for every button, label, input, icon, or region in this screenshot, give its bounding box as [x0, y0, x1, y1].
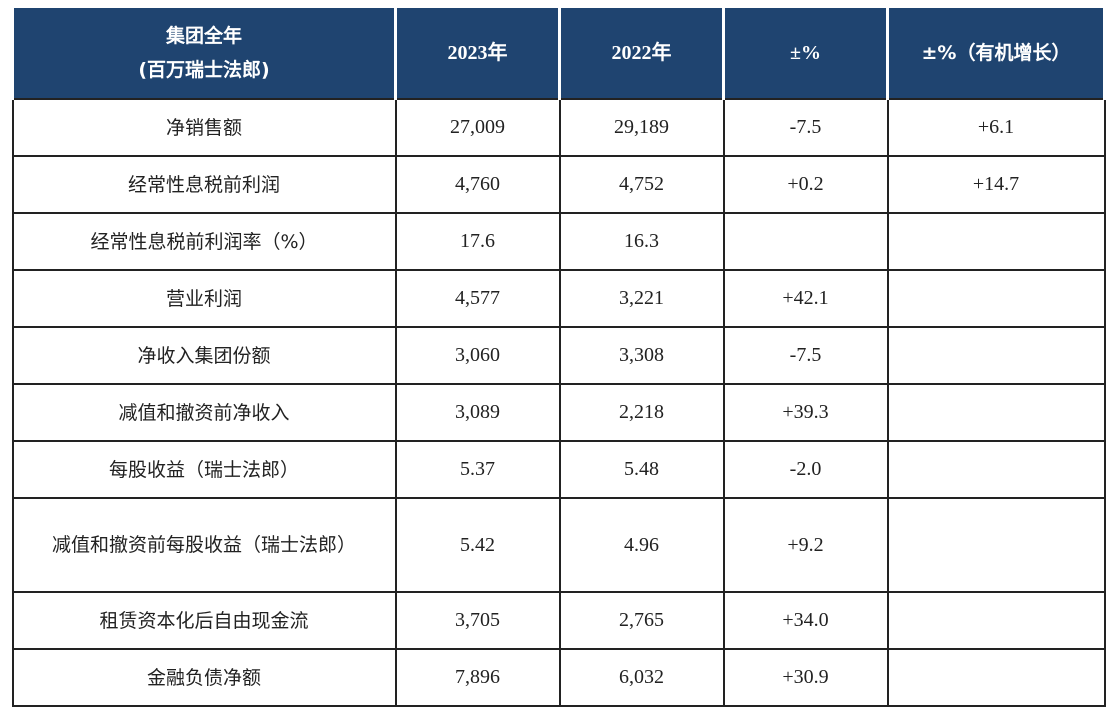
value-2022: 3,308 — [558, 326, 725, 385]
value-organic-change — [886, 326, 1106, 385]
value-change: +39.3 — [722, 383, 889, 442]
table-row: 净收入集团份额 3,060 3,308 -7.5 — [11, 326, 1106, 385]
table-row: 租赁资本化后自由现金流 3,705 2,765 +34.0 — [11, 591, 1106, 650]
table-row: 金融负债净额 7,896 6,032 +30.9 — [11, 648, 1106, 707]
table-header-row: 集团全年 (百万瑞士法郎) 2023年 2022年 ±% ±%（有机增长） — [11, 8, 1106, 99]
header-organic-change: ±%（有机增长） — [886, 8, 1106, 99]
row-label: 经常性息税前利润 — [11, 155, 397, 214]
table-row: 减值和撤资前每股收益（瑞士法郎） 5.42 4.96 +9.2 — [11, 497, 1106, 593]
financial-summary-table: 集团全年 (百万瑞士法郎) 2023年 2022年 ±% ±%（有机增长） 净销售… — [11, 8, 1106, 707]
value-change: +42.1 — [722, 269, 889, 328]
table-row: 经常性息税前利润率（%） 17.6 16.3 — [11, 212, 1106, 271]
row-label: 营业利润 — [11, 269, 397, 328]
table-row: 每股收益（瑞士法郎） 5.37 5.48 -2.0 — [11, 440, 1106, 499]
value-change — [722, 212, 889, 271]
value-organic-change — [886, 212, 1106, 271]
row-label: 净销售额 — [11, 98, 397, 157]
value-change: +0.2 — [722, 155, 889, 214]
value-change: +9.2 — [722, 497, 889, 593]
value-organic-change — [886, 440, 1106, 499]
value-organic-change — [886, 648, 1106, 707]
value-2022: 2,765 — [558, 591, 725, 650]
header-change: ±% — [722, 8, 889, 99]
row-label: 净收入集团份额 — [11, 326, 397, 385]
value-2023: 4,577 — [394, 269, 561, 328]
value-2023: 3,705 — [394, 591, 561, 650]
value-change: -7.5 — [722, 326, 889, 385]
value-2023: 27,009 — [394, 98, 561, 157]
value-change: +34.0 — [722, 591, 889, 650]
value-2023: 7,896 — [394, 648, 561, 707]
row-label: 每股收益（瑞士法郎） — [11, 440, 397, 499]
row-label: 减值和撤资前每股收益（瑞士法郎） — [11, 497, 397, 593]
value-2023: 5.37 — [394, 440, 561, 499]
value-2023: 3,089 — [394, 383, 561, 442]
header-2023: 2023年 — [394, 8, 561, 99]
value-2022: 4.96 — [558, 497, 725, 593]
value-2023: 4,760 — [394, 155, 561, 214]
header-line1: 集团全年 — [165, 25, 242, 47]
value-2022: 16.3 — [558, 212, 725, 271]
value-2023: 5.42 — [394, 497, 561, 593]
value-organic-change — [886, 497, 1106, 593]
table-row: 净销售额 27,009 29,189 -7.5 +6.1 — [11, 98, 1106, 157]
value-organic-change: +6.1 — [886, 98, 1106, 157]
value-2022: 2,218 — [558, 383, 725, 442]
value-organic-change — [886, 269, 1106, 328]
value-2023: 3,060 — [394, 326, 561, 385]
value-organic-change — [886, 383, 1106, 442]
value-2022: 5.48 — [558, 440, 725, 499]
value-2022: 3,221 — [558, 269, 725, 328]
value-change: +30.9 — [722, 648, 889, 707]
row-label: 金融负债净额 — [11, 648, 397, 707]
value-2022: 6,032 — [558, 648, 725, 707]
value-change: -7.5 — [722, 98, 889, 157]
table-row: 减值和撤资前净收入 3,089 2,218 +39.3 — [11, 383, 1106, 442]
row-label: 租赁资本化后自由现金流 — [11, 591, 397, 650]
value-organic-change — [886, 591, 1106, 650]
header-line2: (百万瑞士法郎) — [138, 59, 270, 81]
value-2023: 17.6 — [394, 212, 561, 271]
value-2022: 4,752 — [558, 155, 725, 214]
value-change: -2.0 — [722, 440, 889, 499]
value-2022: 29,189 — [558, 98, 725, 157]
header-2022: 2022年 — [558, 8, 725, 99]
value-organic-change: +14.7 — [886, 155, 1106, 214]
row-label: 经常性息税前利润率（%） — [11, 212, 397, 271]
row-label: 减值和撤资前净收入 — [11, 383, 397, 442]
table-row: 营业利润 4,577 3,221 +42.1 — [11, 269, 1106, 328]
table-row: 经常性息税前利润 4,760 4,752 +0.2 +14.7 — [11, 155, 1106, 214]
header-group-full-year: 集团全年 (百万瑞士法郎) — [11, 8, 397, 99]
